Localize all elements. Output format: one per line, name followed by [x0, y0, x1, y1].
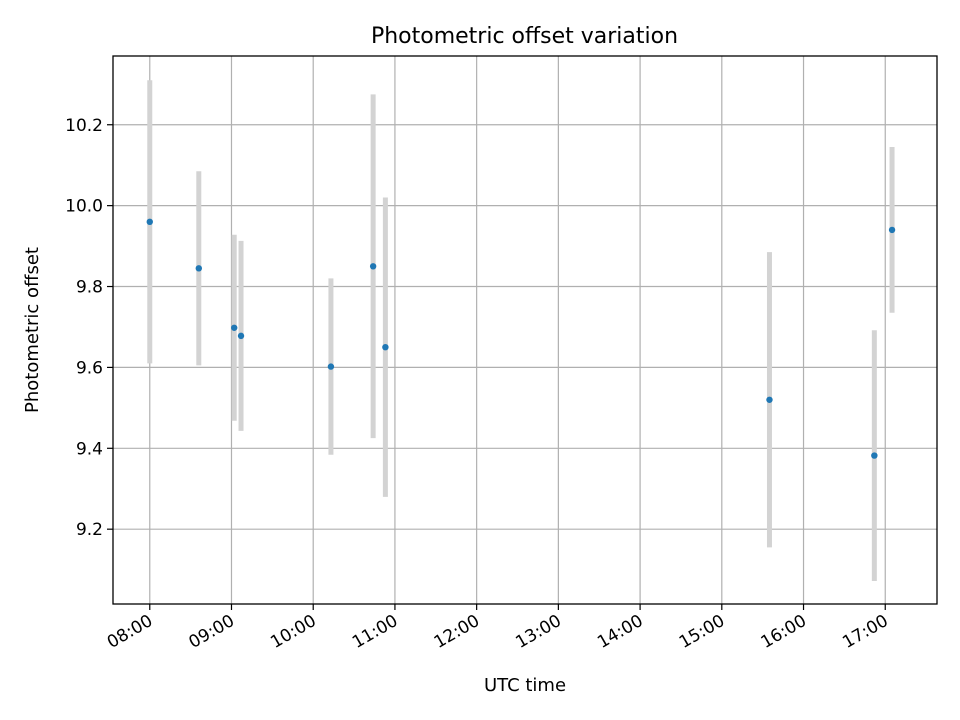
data-points: [146, 218, 896, 459]
x-tick-label: 08:00: [104, 611, 156, 653]
y-tick-label: 9.2: [76, 520, 103, 540]
chart-title: Photometric offset variation: [371, 24, 678, 49]
x-axis-label: UTC time: [484, 675, 566, 696]
x-tick-label: 13:00: [512, 611, 564, 653]
data-point: [237, 332, 245, 340]
data-point: [231, 324, 238, 331]
x-tick-label: 14:00: [594, 611, 646, 653]
data-point: [327, 363, 335, 370]
plot-frame: [112, 55, 938, 605]
x-tick-label: 16:00: [758, 611, 810, 653]
data-point: [871, 452, 878, 459]
x-tick-label: 17:00: [839, 611, 891, 653]
data-point: [888, 226, 896, 234]
y-axis-label: Photometric offset: [22, 247, 43, 413]
x-tick-label: 10:00: [267, 611, 319, 653]
x-tick-label: 15:00: [676, 611, 728, 653]
data-point: [195, 265, 203, 272]
y-axis-ticks: 9.2 9.4 9.6 9.8 10.0 10.2: [65, 116, 113, 540]
x-tick-label: 12:00: [431, 611, 483, 653]
y-tick-label: 10.0: [65, 197, 103, 217]
x-axis-ticks: 08:00 09:00 10:00 11:00 12:00 13:00 14:00 15:00…: [104, 604, 892, 653]
grid: [113, 56, 937, 604]
y-tick-label: 9.4: [76, 439, 103, 459]
y-tick-label: 9.6: [76, 358, 103, 378]
data-point: [146, 218, 153, 226]
y-tick-label: 9.8: [76, 278, 103, 298]
y-tick-label: 10.2: [65, 116, 103, 136]
x-tick-label: 11:00: [349, 611, 401, 653]
x-tick-label: 09:00: [186, 611, 238, 653]
error-bars: [147, 80, 895, 581]
data-point: [382, 343, 389, 351]
data-point: [369, 263, 377, 270]
data-point: [766, 396, 773, 403]
